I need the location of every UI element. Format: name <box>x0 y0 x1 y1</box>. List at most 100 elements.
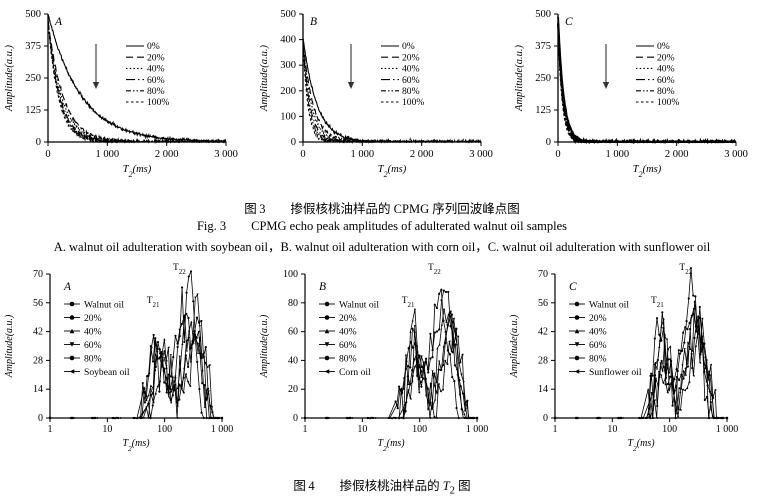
svg-text:3 000: 3 000 <box>214 149 238 160</box>
svg-text:60%: 60% <box>657 75 675 86</box>
svg-text:T2(ms): T2(ms) <box>123 164 152 179</box>
svg-text:0: 0 <box>291 137 296 148</box>
svg-text:1: 1 <box>303 424 308 435</box>
svg-text:40%: 40% <box>84 326 102 337</box>
svg-text:T21: T21 <box>651 296 664 309</box>
svg-text:14: 14 <box>33 384 43 395</box>
svg-text:10: 10 <box>357 424 367 435</box>
svg-text:80%: 80% <box>657 86 675 97</box>
svg-text:1: 1 <box>553 424 558 435</box>
svg-text:Walnut oil: Walnut oil <box>589 299 629 310</box>
svg-text:100%: 100% <box>147 97 169 108</box>
svg-text:T22: T22 <box>679 263 692 276</box>
svg-text:3 000: 3 000 <box>469 149 493 160</box>
svg-text:T21: T21 <box>147 296 160 309</box>
svg-text:0: 0 <box>293 413 298 424</box>
svg-text:60%: 60% <box>589 340 607 351</box>
svg-text:500: 500 <box>280 9 296 20</box>
svg-text:0%: 0% <box>402 41 415 52</box>
svg-text:0: 0 <box>300 149 305 160</box>
svg-text:1 000: 1 000 <box>351 149 375 160</box>
svg-text:0: 0 <box>555 149 560 160</box>
svg-text:0%: 0% <box>657 41 670 52</box>
svg-text:28: 28 <box>33 355 43 366</box>
svg-text:20%: 20% <box>84 313 102 324</box>
svg-text:100: 100 <box>662 424 677 435</box>
svg-text:375: 375 <box>25 41 41 52</box>
svg-text:10: 10 <box>102 424 112 435</box>
svg-text:T22: T22 <box>428 263 441 276</box>
svg-text:2 000: 2 000 <box>410 149 434 160</box>
svg-text:300: 300 <box>280 60 296 71</box>
svg-text:Soybean oil: Soybean oil <box>84 367 130 378</box>
svg-text:56: 56 <box>538 298 548 309</box>
svg-text:0: 0 <box>38 413 43 424</box>
svg-text:3 000: 3 000 <box>724 149 748 160</box>
svg-text:0%: 0% <box>147 41 160 52</box>
svg-text:T2(ms): T2(ms) <box>377 438 405 453</box>
svg-text:Amplitude(a.u.): Amplitude(a.u.) <box>509 314 520 378</box>
svg-text:70: 70 <box>33 269 43 280</box>
svg-text:Walnut oil: Walnut oil <box>339 299 379 310</box>
svg-text:40: 40 <box>288 355 298 366</box>
svg-text:T2(ms): T2(ms) <box>122 438 150 453</box>
svg-text:1: 1 <box>48 424 53 435</box>
svg-text:20%: 20% <box>339 313 357 324</box>
svg-text:20%: 20% <box>589 313 607 324</box>
svg-text:1 000: 1 000 <box>96 149 120 160</box>
svg-text:125: 125 <box>25 105 41 116</box>
svg-text:Amplitude(a.u.): Amplitude(a.u.) <box>4 45 15 112</box>
svg-text:0: 0 <box>45 149 50 160</box>
svg-text:70: 70 <box>538 269 548 280</box>
svg-text:2 000: 2 000 <box>665 149 689 160</box>
svg-text:40%: 40% <box>147 64 165 75</box>
svg-text:100: 100 <box>412 424 427 435</box>
svg-text:A: A <box>54 16 63 28</box>
svg-text:0: 0 <box>36 137 41 148</box>
svg-text:500: 500 <box>25 9 41 20</box>
svg-text:2 000: 2 000 <box>155 149 179 160</box>
svg-text:40%: 40% <box>589 326 607 337</box>
svg-text:40%: 40% <box>657 64 675 75</box>
svg-text:80%: 80% <box>402 86 420 97</box>
svg-text:Amplitude(a.u.): Amplitude(a.u.) <box>4 314 15 378</box>
svg-text:Amplitude(a.u.): Amplitude(a.u.) <box>259 45 270 112</box>
svg-text:1 000: 1 000 <box>211 424 234 435</box>
svg-text:60%: 60% <box>402 75 420 86</box>
svg-text:250: 250 <box>535 73 551 84</box>
svg-text:60%: 60% <box>84 340 102 351</box>
svg-text:0: 0 <box>543 413 548 424</box>
svg-text:125: 125 <box>535 105 551 116</box>
svg-text:A: A <box>63 281 72 293</box>
svg-text:80: 80 <box>288 298 298 309</box>
svg-text:80%: 80% <box>339 353 357 364</box>
svg-text:20%: 20% <box>402 52 420 63</box>
svg-text:T2(ms): T2(ms) <box>378 164 407 179</box>
svg-text:28: 28 <box>538 355 548 366</box>
svg-text:Corn oil: Corn oil <box>339 367 371 378</box>
svg-text:C: C <box>569 281 577 293</box>
svg-text:80%: 80% <box>147 86 165 97</box>
svg-text:42: 42 <box>538 327 548 338</box>
svg-text:40%: 40% <box>402 64 420 75</box>
svg-text:80%: 80% <box>589 353 607 364</box>
svg-text:T2(ms): T2(ms) <box>633 164 662 179</box>
svg-text:20: 20 <box>288 384 298 395</box>
svg-text:B: B <box>310 16 317 28</box>
svg-text:40%: 40% <box>339 326 357 337</box>
svg-text:1 000: 1 000 <box>716 424 739 435</box>
svg-text:100%: 100% <box>657 97 679 108</box>
svg-text:T2(ms): T2(ms) <box>627 438 655 453</box>
svg-text:80%: 80% <box>84 353 102 364</box>
svg-text:Sunflower oil: Sunflower oil <box>589 367 642 378</box>
svg-text:100: 100 <box>283 269 298 280</box>
svg-text:Walnut oil: Walnut oil <box>84 299 124 310</box>
svg-text:20%: 20% <box>147 52 165 63</box>
svg-text:0: 0 <box>546 137 551 148</box>
svg-text:20%: 20% <box>657 52 675 63</box>
svg-text:100%: 100% <box>402 97 424 108</box>
svg-text:100: 100 <box>280 111 296 122</box>
svg-text:100: 100 <box>157 424 172 435</box>
svg-text:C: C <box>565 16 573 28</box>
svg-text:B: B <box>319 281 326 293</box>
